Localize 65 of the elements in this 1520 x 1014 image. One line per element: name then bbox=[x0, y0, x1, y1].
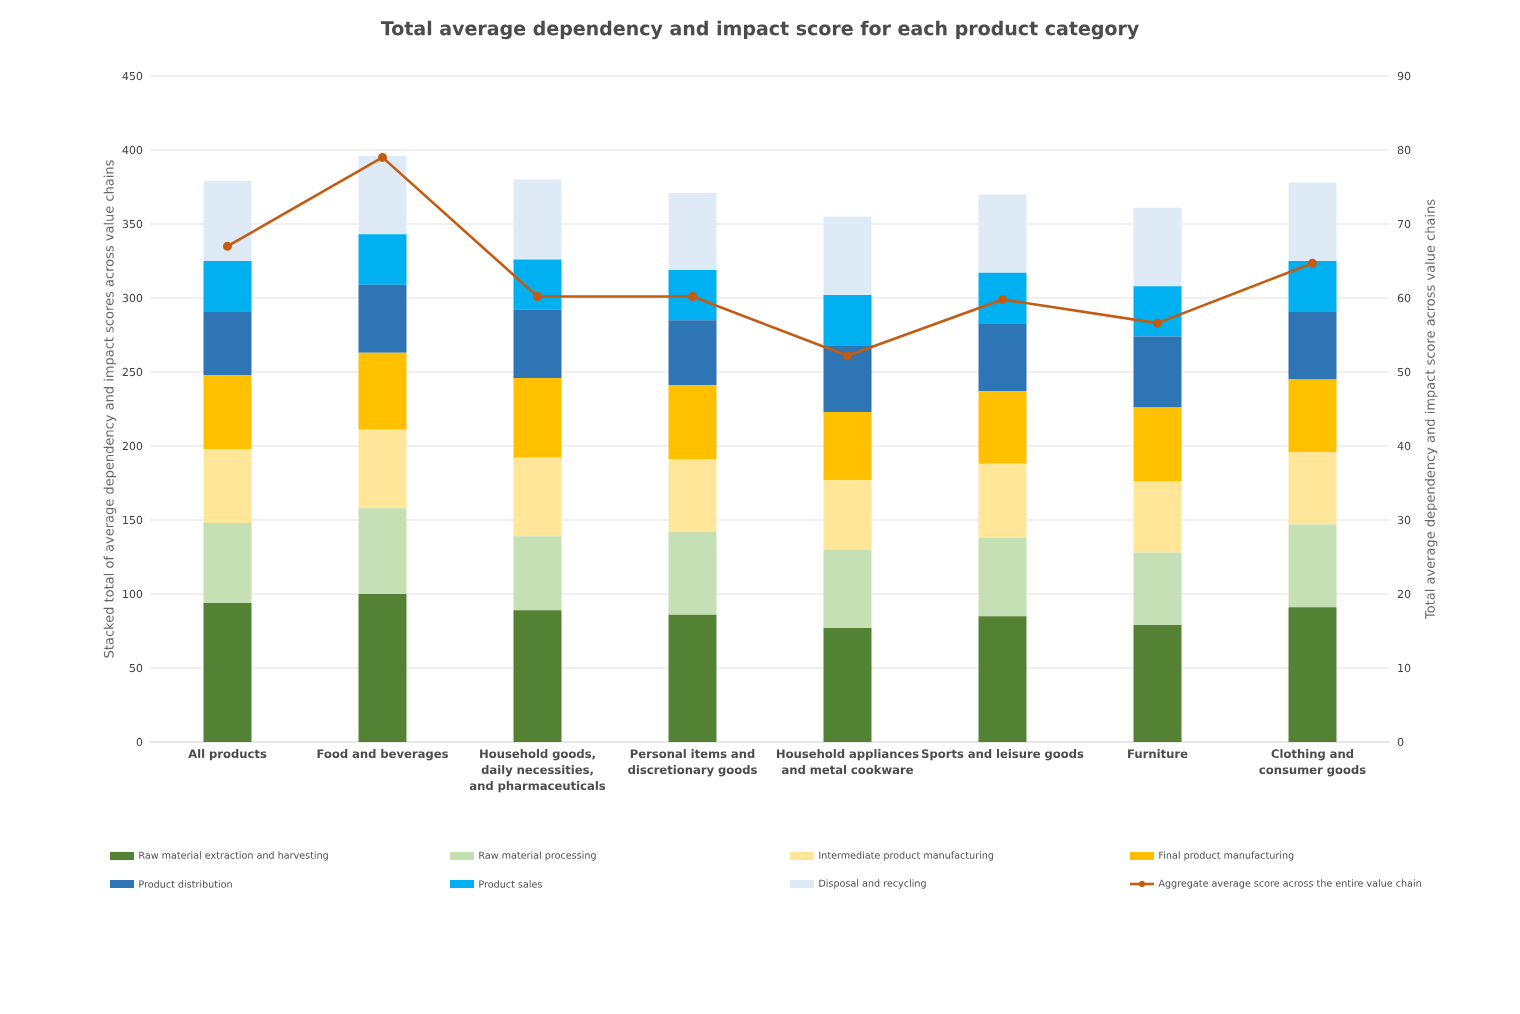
point bbox=[223, 241, 233, 251]
point bbox=[1153, 318, 1163, 328]
bar bbox=[1288, 524, 1337, 608]
bar bbox=[1288, 182, 1337, 261]
point bbox=[688, 292, 698, 302]
bar bbox=[1288, 379, 1337, 452]
bar bbox=[668, 531, 717, 615]
bar bbox=[668, 192, 717, 270]
bar bbox=[978, 323, 1027, 392]
bar bbox=[823, 411, 872, 481]
bar bbox=[513, 259, 562, 310]
bar bbox=[513, 536, 562, 611]
chart-title: Total average dependency and impact score for each product category bbox=[380, 20, 1139, 40]
bar bbox=[668, 614, 717, 742]
bar bbox=[203, 448, 252, 523]
point bbox=[843, 351, 853, 361]
bar bbox=[203, 374, 252, 449]
bar bbox=[978, 272, 1027, 324]
bar bbox=[668, 269, 717, 321]
bar bbox=[203, 311, 252, 375]
bar bbox=[1133, 336, 1182, 408]
bar bbox=[978, 391, 1027, 464]
bar bbox=[978, 194, 1027, 273]
bar bbox=[203, 261, 252, 312]
bar bbox=[513, 309, 562, 378]
bar bbox=[978, 616, 1027, 742]
point bbox=[998, 294, 1008, 304]
bar bbox=[1288, 261, 1337, 312]
bar bbox=[823, 216, 872, 296]
point bbox=[533, 292, 543, 302]
bar bbox=[358, 155, 407, 235]
bar bbox=[823, 480, 872, 550]
bar bbox=[1133, 552, 1182, 626]
point bbox=[1308, 258, 1317, 268]
bar bbox=[203, 522, 252, 603]
bar bbox=[1133, 286, 1182, 337]
bar bbox=[1133, 207, 1182, 287]
bar bbox=[1288, 607, 1337, 742]
bar bbox=[668, 320, 717, 386]
bar bbox=[203, 181, 252, 261]
bar bbox=[358, 352, 407, 430]
bar bbox=[358, 284, 407, 353]
bar bbox=[823, 628, 872, 742]
bar bbox=[978, 537, 1027, 617]
bar bbox=[358, 594, 407, 742]
bar bbox=[1133, 407, 1182, 482]
bar bbox=[978, 463, 1027, 538]
bar bbox=[668, 385, 717, 460]
bar bbox=[358, 429, 407, 509]
point bbox=[378, 152, 388, 162]
bar bbox=[668, 459, 717, 532]
bar bbox=[358, 508, 407, 594]
bar bbox=[823, 345, 872, 412]
bar bbox=[1133, 625, 1182, 742]
bar bbox=[513, 179, 562, 260]
bar bbox=[513, 457, 562, 537]
bar bbox=[1288, 311, 1337, 380]
bar bbox=[203, 602, 252, 742]
bar bbox=[823, 549, 872, 629]
bar bbox=[823, 295, 872, 346]
bar bbox=[513, 610, 562, 742]
bar bbox=[358, 234, 407, 285]
bar bbox=[1133, 481, 1182, 553]
bar bbox=[513, 377, 562, 458]
bar bbox=[1288, 451, 1337, 525]
